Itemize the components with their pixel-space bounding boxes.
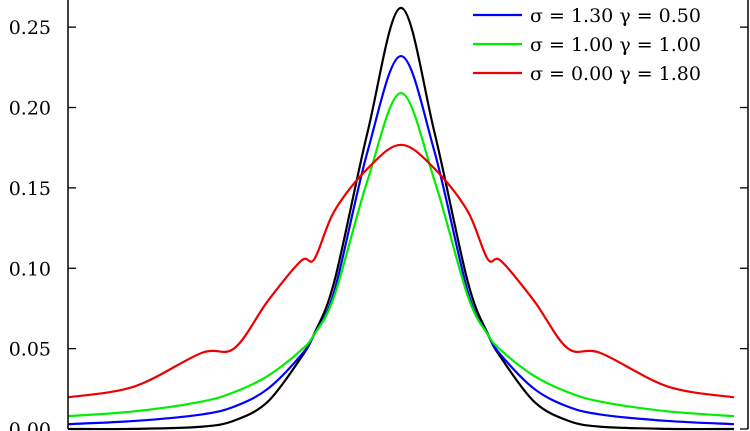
legend-label-1: σ = 1.30 γ = 0.50: [530, 5, 701, 27]
series-line-3: [67, 143, 735, 399]
y-tick-label: 0.05: [9, 339, 51, 361]
y-tick-label: 0.10: [9, 258, 51, 280]
y-tick-label: 0.15: [9, 178, 51, 200]
axes-layer: [67, 0, 749, 429]
legend-label-2: σ = 1.00 γ = 1.00: [530, 34, 701, 56]
series-line-2: [67, 91, 735, 418]
series-line-1: [67, 54, 735, 426]
y-tick-label: 0.25: [9, 17, 51, 39]
y-tick-label: 0.00: [9, 419, 51, 431]
legend: σ = 1.30 γ = 0.50 σ = 1.00 γ = 1.00 σ = 0.…: [473, 5, 701, 85]
legend-label-3: σ = 0.00 γ = 1.80: [530, 63, 701, 85]
y-ticks-layer: 0.00 0.05 0.10 0.15 0.20 0.25: [9, 17, 748, 431]
series-line-0: [67, 6, 735, 431]
curves-layer: [67, 6, 735, 431]
y-tick-label: 0.20: [9, 98, 51, 120]
